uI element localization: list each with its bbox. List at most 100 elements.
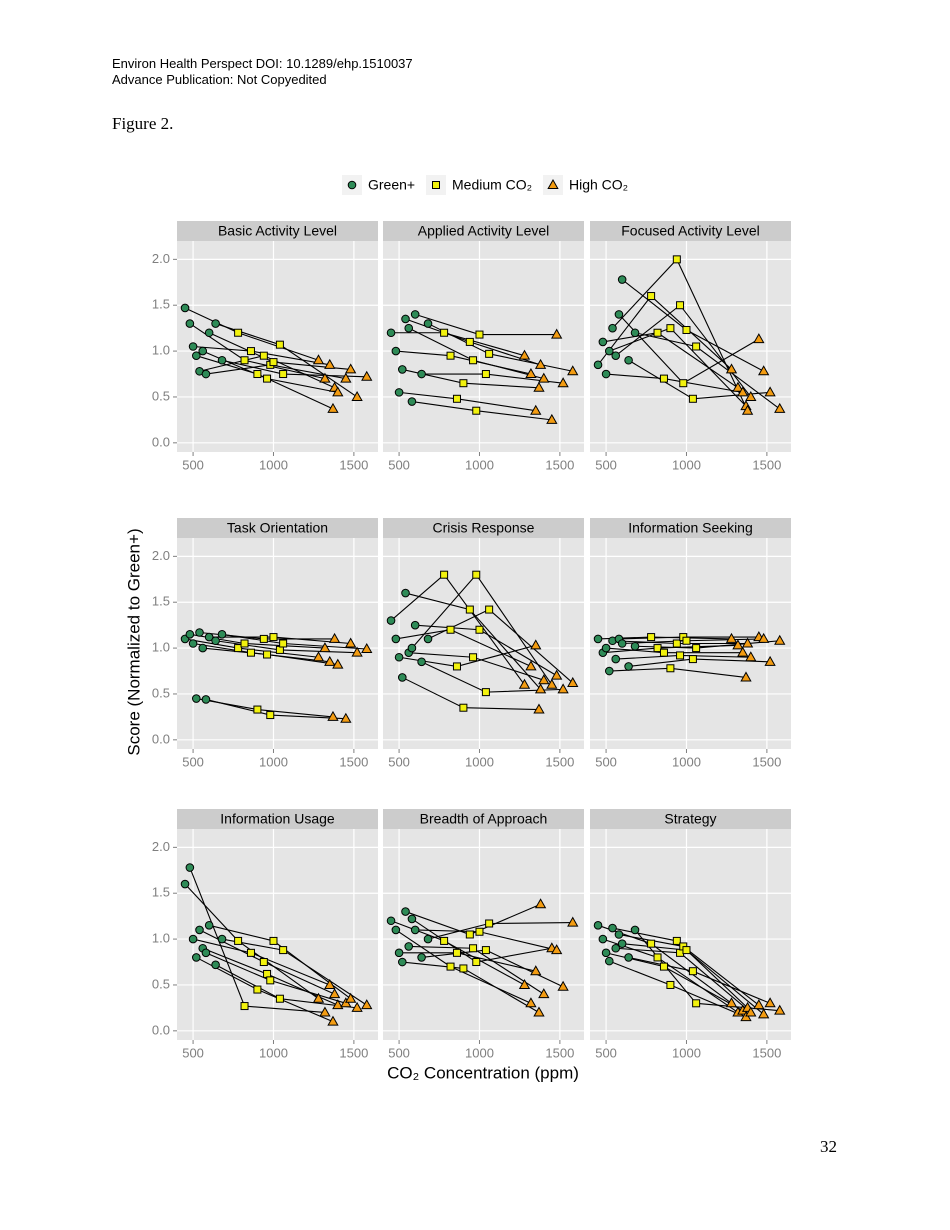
legend-label: High CO₂ [569,177,628,193]
panel-background [383,538,584,749]
y-tick-label: 1.0 [152,931,170,946]
point [386,328,396,338]
point [659,648,668,657]
point [279,370,288,379]
point [666,664,675,673]
y-tick-label: 2.0 [152,251,170,266]
x-axis-label: CO₂ Concentration (ppm) [387,1063,579,1082]
point [394,948,404,958]
x-tick-label: 1500 [752,1045,781,1060]
point [407,397,417,406]
point [611,351,621,360]
point [327,710,339,721]
y-tick-label: 1.5 [152,594,170,609]
point [324,978,336,989]
point [601,948,611,958]
point [666,324,675,333]
point [234,328,243,337]
point [312,992,325,1003]
point [217,934,227,944]
point [611,654,621,664]
point [601,643,611,653]
x-tick-label: 1500 [545,1045,574,1060]
point [608,923,617,933]
y-tick-label: 0.5 [152,976,170,991]
point [608,323,617,333]
point [328,632,341,643]
point [659,374,668,383]
point [745,651,757,662]
point [758,1008,770,1019]
strip [383,809,584,829]
point [676,651,685,660]
point [534,683,547,694]
point [732,381,744,392]
point [198,643,208,653]
point [211,636,220,646]
panel-background [383,829,584,1040]
point [538,372,550,383]
point [410,620,420,630]
point [567,676,579,687]
point [185,319,195,328]
y-tick-label: 2.0 [152,548,170,563]
point [551,669,563,680]
x-tick-label: 1000 [259,754,288,769]
point [204,632,214,642]
x-tick-label: 1000 [465,1045,494,1060]
point [351,646,363,657]
point [774,1004,786,1015]
point [319,642,331,653]
point [394,652,404,662]
point [774,402,786,413]
point [279,946,288,955]
point [682,325,691,334]
point [741,637,754,648]
point [195,628,204,637]
point [327,402,339,413]
point [630,925,640,935]
point [319,372,331,383]
point [485,605,494,614]
point [459,964,468,973]
point [601,369,611,379]
y-tick-label: 0.0 [152,1022,170,1037]
x-tick-label: 1000 [672,1045,701,1060]
point [198,346,208,356]
point [401,588,410,598]
point [269,633,278,642]
point [246,948,255,957]
point [269,358,278,367]
point [465,605,474,614]
point [188,342,198,351]
point [617,275,627,284]
point [593,921,603,930]
point [485,919,494,928]
point [361,370,373,381]
point [688,967,697,976]
point [676,301,685,310]
point [630,328,640,338]
y-axis-label: Score (Normalized to Green+) [124,528,143,755]
point [417,369,426,379]
point [475,927,484,936]
point [688,655,697,664]
x-tick-label: 1500 [545,457,574,472]
point [185,863,195,872]
point [534,358,547,369]
point [327,1015,339,1026]
point [469,356,478,365]
legend-marker [347,180,357,190]
point [180,303,190,313]
y-tick-label: 0.0 [152,434,170,449]
point [653,953,662,962]
x-tick-label: 1000 [259,1045,288,1060]
point [361,642,373,654]
point [397,957,407,967]
point [204,921,214,930]
point [386,616,396,625]
point [530,639,542,650]
strip [383,518,584,538]
y-tick-label: 0.5 [152,685,170,700]
